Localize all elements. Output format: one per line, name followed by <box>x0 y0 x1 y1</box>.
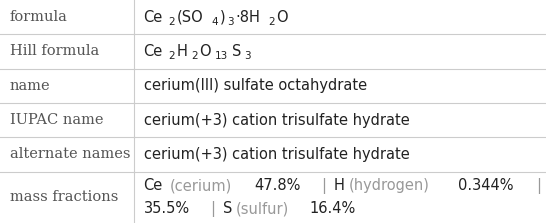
Text: 16.4%: 16.4% <box>309 201 355 216</box>
Text: (SO: (SO <box>177 10 204 25</box>
Text: (sulfur): (sulfur) <box>236 201 289 216</box>
Text: ·8H: ·8H <box>236 10 261 25</box>
Text: |: | <box>210 201 215 217</box>
Text: Hill formula: Hill formula <box>10 44 99 58</box>
Text: Ce: Ce <box>144 44 163 59</box>
Text: cerium(III) sulfate octahydrate: cerium(III) sulfate octahydrate <box>144 78 367 93</box>
Text: 13: 13 <box>215 51 228 61</box>
Text: 2: 2 <box>168 51 175 61</box>
Text: name: name <box>10 79 50 93</box>
Text: O: O <box>276 10 288 25</box>
Text: cerium(+3) cation trisulfate hydrate: cerium(+3) cation trisulfate hydrate <box>144 147 410 162</box>
Text: H: H <box>177 44 188 59</box>
Text: |: | <box>321 178 326 194</box>
Text: S: S <box>232 44 241 59</box>
Text: 47.8%: 47.8% <box>254 178 301 193</box>
Text: 2: 2 <box>191 51 198 61</box>
Text: mass fractions: mass fractions <box>10 190 118 204</box>
Text: formula: formula <box>10 10 68 24</box>
Text: 2: 2 <box>168 17 175 27</box>
Text: Ce: Ce <box>144 10 163 25</box>
Text: 0.344%: 0.344% <box>458 178 513 193</box>
Text: 3: 3 <box>244 51 251 61</box>
Text: 4: 4 <box>211 17 218 27</box>
Text: (hydrogen): (hydrogen) <box>349 178 430 193</box>
Text: Ce: Ce <box>144 178 163 193</box>
Text: S: S <box>223 201 232 216</box>
Text: 35.5%: 35.5% <box>144 201 189 216</box>
Text: 2: 2 <box>268 17 275 27</box>
Text: H: H <box>334 178 345 193</box>
Text: 3: 3 <box>227 17 234 27</box>
Text: alternate names: alternate names <box>10 147 130 161</box>
Text: |: | <box>536 178 541 194</box>
Text: cerium(+3) cation trisulfate hydrate: cerium(+3) cation trisulfate hydrate <box>144 113 410 128</box>
Text: IUPAC name: IUPAC name <box>10 113 103 127</box>
Text: O: O <box>200 44 211 59</box>
Text: (cerium): (cerium) <box>170 178 232 193</box>
Text: ): ) <box>220 10 225 25</box>
